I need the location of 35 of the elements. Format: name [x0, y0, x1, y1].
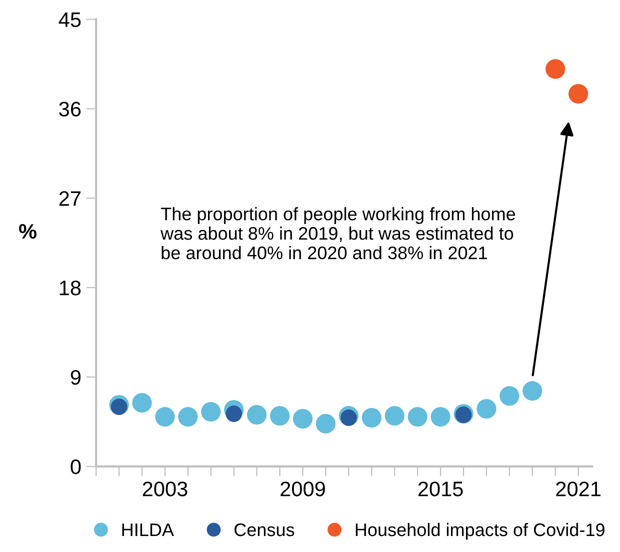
x-tick-label: 2009: [280, 482, 325, 496]
y-tick-label: 36: [59, 102, 81, 116]
legend-label: Household impacts of Covid-19: [356, 522, 604, 540]
point: [568, 84, 588, 104]
y-tick-label: 18: [60, 280, 81, 296]
point: [292, 408, 313, 429]
point: [132, 393, 152, 413]
point: [226, 406, 242, 422]
point: [247, 404, 267, 425]
x-tick-label: 2021: [556, 482, 600, 496]
point: [155, 406, 175, 427]
point: [316, 414, 336, 434]
point: [384, 406, 404, 426]
point: [500, 386, 520, 406]
point: [178, 406, 198, 427]
point: [340, 410, 357, 426]
point: [546, 59, 566, 79]
point: [430, 406, 450, 427]
point: [110, 398, 128, 416]
y-tick-label: 27: [59, 191, 80, 206]
x-tick-label: 2015: [418, 482, 463, 496]
x-tick-label: 2003: [142, 482, 188, 496]
y-tick-label: 45: [58, 12, 81, 28]
point: [362, 408, 382, 428]
point: [522, 381, 542, 401]
legend-label: Census: [234, 523, 294, 536]
point: [270, 406, 290, 426]
y-axis-title: %: [19, 224, 37, 239]
point: [201, 402, 221, 422]
point: [408, 406, 428, 427]
y-tick-label: 9: [70, 370, 81, 385]
y-tick-label: 0: [70, 459, 81, 474]
point: [476, 398, 496, 419]
annotation: The proportion of people working from home was about 8% in 2019, but was estimated to be around 40% in 2020 and 38% in 2021: [160, 207, 516, 260]
legend-label: HILDA: [122, 524, 174, 536]
